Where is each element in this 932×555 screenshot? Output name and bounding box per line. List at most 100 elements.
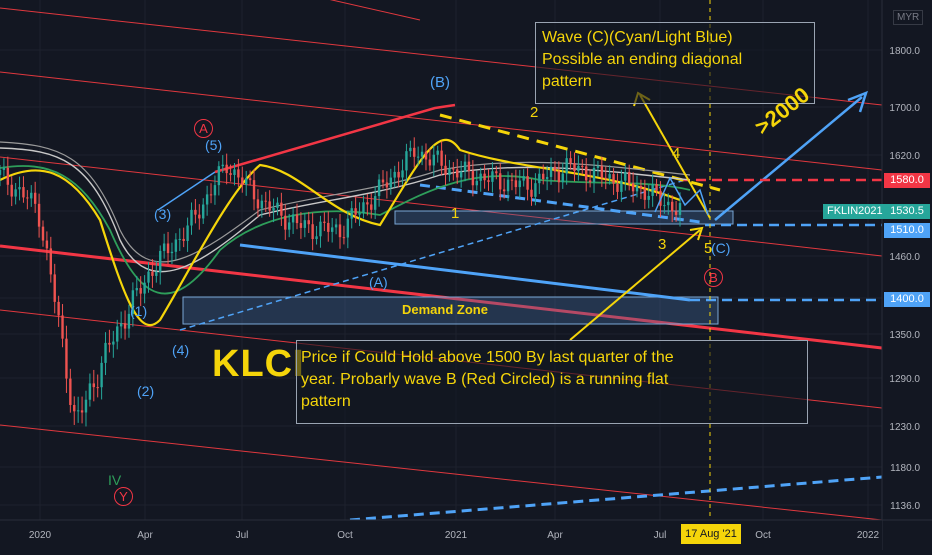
candle-body: [518, 180, 521, 188]
candle-body: [14, 189, 17, 197]
candle-body: [346, 218, 350, 238]
price-axis[interactable]: [882, 0, 932, 520]
candle-body: [135, 288, 138, 291]
candle-body: [471, 171, 475, 186]
candle-body: [198, 214, 201, 219]
candle-body: [323, 221, 326, 223]
candle-body: [37, 203, 41, 227]
wave-c-zone-box[interactable]: [394, 210, 734, 225]
candle-body: [49, 248, 53, 275]
candles-group: [0, 137, 682, 427]
candle-body: [80, 410, 84, 413]
candle-body: [436, 150, 439, 155]
currency-label: MYR: [893, 10, 924, 25]
candle-body: [549, 166, 553, 177]
candle-body: [538, 173, 541, 184]
candle-body: [272, 207, 275, 211]
level-1510-label: 1510.0: [884, 223, 930, 238]
candle-body: [596, 166, 600, 168]
candle-body: [569, 158, 572, 164]
klci-title: KLCI: [212, 343, 305, 385]
candle-body: [667, 201, 670, 206]
candle-body: [561, 173, 564, 183]
y-tick-label: 1800.0: [889, 46, 920, 57]
x-tick-label: Apr: [547, 530, 563, 541]
candle-body: [330, 227, 334, 232]
candle-body: [620, 180, 623, 192]
candle-body: [647, 195, 650, 200]
y-tick-label: 1180.0: [890, 463, 920, 474]
candle-body: [41, 226, 45, 241]
symbol-tag: FKLIN2021: [823, 204, 887, 219]
candle-body: [57, 301, 60, 316]
wave-1-label: (1): [130, 303, 148, 319]
candle-body: [284, 215, 287, 230]
candle-body: [413, 147, 416, 157]
wave-2-label: (2): [137, 383, 155, 399]
candle-body: [182, 238, 185, 241]
candle-body: [385, 182, 389, 188]
candle-body: [409, 147, 412, 152]
y-tick-label: 1290.0: [889, 374, 920, 385]
candle-body: [651, 184, 654, 196]
blue-lines: [157, 90, 883, 522]
candle-body: [6, 167, 10, 185]
candle-body: [112, 341, 115, 345]
candle-body: [170, 251, 174, 254]
candle-body: [581, 165, 584, 167]
candle-body: [534, 183, 537, 197]
candle-body: [588, 180, 592, 183]
candle-body: [573, 163, 576, 172]
y-tick-label: 1350.0: [889, 330, 920, 341]
candle-body: [209, 194, 213, 196]
candle-body: [225, 164, 228, 174]
ma-yellow: [0, 138, 681, 327]
wave-b-label: (B): [430, 74, 450, 91]
candle-body: [256, 199, 260, 209]
wave-c-note: Wave (C)(Cyan/Light Blue) Possible an en…: [535, 22, 815, 104]
candle-body: [155, 271, 158, 276]
candle-body: [432, 154, 435, 166]
candle-body: [315, 236, 318, 240]
candle-body: [233, 169, 236, 175]
candle-body: [147, 271, 150, 283]
candle-body: [440, 150, 443, 166]
time-axis-ticks: 2020 Apr Jul Oct 2021 Apr Jul Oct 2022: [29, 530, 880, 541]
candle-body: [354, 208, 357, 215]
candle-body: [467, 161, 471, 172]
candle-body: [237, 169, 240, 178]
candle-body: [116, 326, 119, 342]
last-price-label: 1530.5: [884, 204, 930, 219]
demand-zone-box[interactable]: [182, 296, 719, 325]
wave-4-label: (4): [172, 342, 190, 358]
candle-body: [139, 288, 142, 294]
candle-body: [127, 313, 131, 329]
x-tick-label: Oct: [337, 530, 353, 541]
candle-body: [670, 201, 674, 212]
candle-body: [487, 180, 490, 182]
candle-body: [268, 201, 271, 211]
candle-body: [342, 237, 346, 239]
candle-body: [194, 209, 197, 215]
wave-c-note-line3: pattern: [542, 73, 592, 90]
x-tick-label: 2021: [445, 530, 468, 541]
candle-body: [678, 203, 682, 215]
wave-circled-a: A: [194, 119, 213, 138]
candle-body: [61, 315, 64, 339]
candle-body: [557, 171, 561, 183]
candle-body: [2, 167, 6, 170]
candle-body: [350, 208, 353, 219]
time-axis[interactable]: [0, 520, 882, 550]
candle-body: [100, 362, 103, 388]
candle-body: [0, 169, 2, 175]
candle-body: [424, 151, 428, 160]
candle-body: [639, 185, 643, 189]
x-tick-label: 2022: [857, 530, 880, 541]
candle-body: [221, 164, 224, 167]
candle-body: [104, 342, 107, 363]
candle-body: [612, 174, 615, 184]
candle-body: [264, 200, 267, 202]
candle-body: [655, 184, 658, 191]
